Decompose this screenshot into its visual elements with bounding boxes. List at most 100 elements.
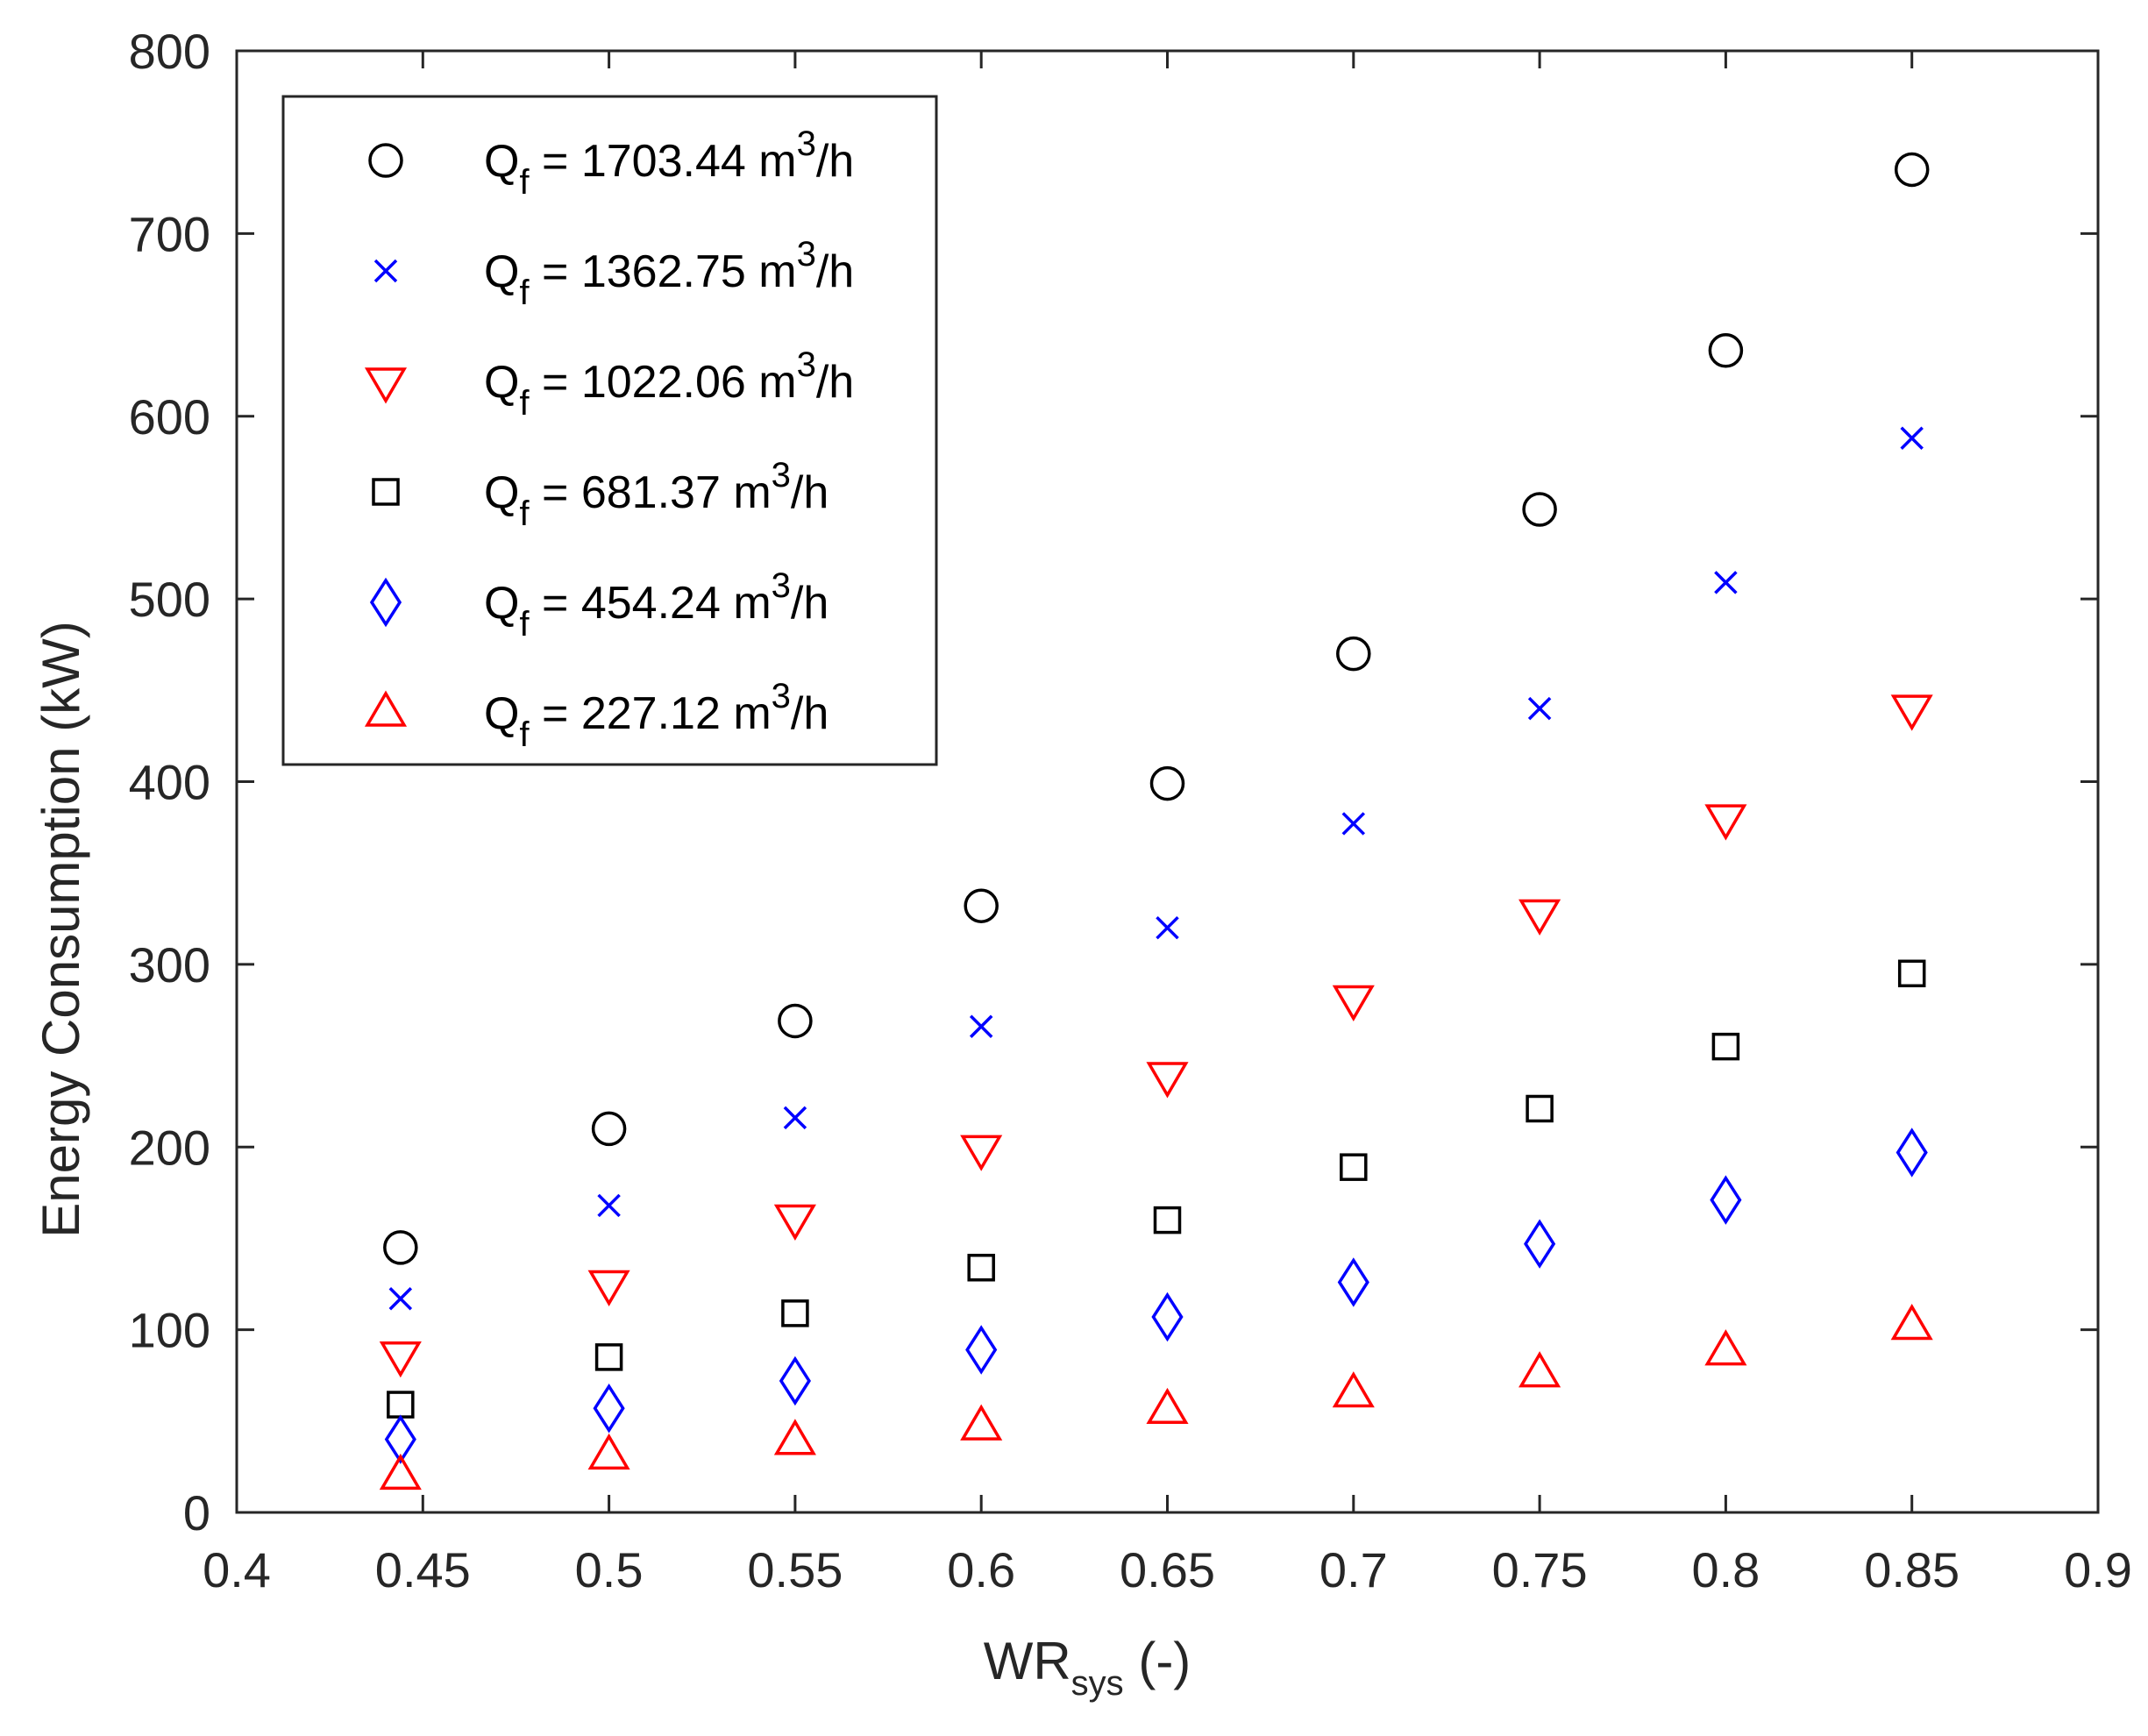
y-axis-title: Energy Consumption (kW): [32, 621, 90, 1238]
legend-item: Qf = 227.12 m3/h: [364, 677, 829, 754]
data-point: [1340, 1153, 1368, 1181]
x-tick-label: 0.75: [1492, 1542, 1588, 1597]
legend-box: [281, 95, 938, 766]
data-point: [1519, 899, 1561, 936]
data-point: [964, 888, 999, 923]
data-point: [1711, 1032, 1740, 1061]
data-point: [1156, 915, 1179, 940]
data-point: [1894, 152, 1930, 188]
data-point: [1714, 571, 1738, 594]
data-point: [1708, 332, 1744, 368]
data-point: [773, 1204, 816, 1241]
data-markers: [379, 152, 1933, 1491]
data-point: [778, 1003, 813, 1039]
legend-label: Qf = 1022.06 m3/h: [484, 345, 854, 423]
legend-marker: [373, 259, 398, 283]
x-tick-label: 0.45: [375, 1542, 471, 1597]
legend-item: Qf = 454.24 m3/h: [369, 566, 829, 644]
x-tick-label: 0.55: [747, 1542, 843, 1597]
x-tick-label: 0.65: [1120, 1542, 1215, 1597]
x-axis-title-suffix: (-): [1124, 1632, 1191, 1690]
legend-label: Qf = 1362.75 m3/h: [484, 235, 854, 312]
legend-marker: [364, 690, 408, 727]
x-tick-label: 0.85: [1864, 1542, 1960, 1597]
data-point: [1900, 426, 1924, 450]
data-point: [587, 1270, 630, 1307]
legend-label: Qf = 1703.44 m3/h: [484, 125, 854, 202]
y-tick-label: 600: [129, 389, 210, 445]
data-point: [597, 1193, 621, 1218]
legend-label: Qf = 227.12 m3/h: [484, 677, 829, 754]
data-point: [1890, 1303, 1933, 1341]
data-point: [965, 1325, 998, 1375]
data-point: [1890, 694, 1933, 731]
data-point: [1704, 804, 1747, 841]
series-454.24: [384, 1128, 1928, 1464]
data-point: [384, 1414, 416, 1464]
y-tick-label: 700: [129, 206, 210, 261]
x-axis-title: WRsys (-): [984, 1632, 1191, 1703]
series-1022.06: [379, 694, 1933, 1378]
y-axis: 0 100 200 300 400 500 600 700 800: [129, 24, 2098, 1540]
data-point: [1527, 696, 1552, 721]
y-tick-label: 300: [129, 937, 210, 993]
data-point: [1337, 1257, 1369, 1307]
data-point: [1896, 1128, 1928, 1177]
legend-label: Qf = 454.24 m3/h: [484, 566, 829, 644]
data-point: [783, 1106, 807, 1130]
legend-marker: [372, 478, 400, 506]
data-point: [1332, 1371, 1375, 1408]
data-point: [1153, 1206, 1182, 1234]
data-point: [1146, 1387, 1189, 1425]
data-point: [1526, 1094, 1554, 1123]
data-point: [781, 1299, 809, 1327]
x-axis-title-main: WR: [984, 1632, 1071, 1690]
data-point: [967, 1254, 995, 1282]
x-tick-label: 0.7: [1319, 1542, 1388, 1597]
data-point: [1146, 1062, 1189, 1099]
y-tick-label: 100: [129, 1303, 210, 1358]
legend-item: Qf = 681.37 m3/h: [372, 456, 829, 533]
x-tick-label: 0.6: [947, 1542, 1015, 1597]
data-point: [960, 1404, 1003, 1441]
data-point: [379, 1453, 422, 1491]
data-point: [1522, 492, 1557, 527]
data-point: [593, 1383, 625, 1434]
legend-marker: [368, 143, 403, 178]
data-point: [1524, 1219, 1556, 1269]
series-1703.44: [383, 152, 1930, 1265]
legend: Qf = 1703.44 m3/h Qf = 1362.75 m3/h Qf = 1…: [281, 95, 938, 766]
y-tick-label: 400: [129, 755, 210, 810]
y-tick-label: 800: [129, 24, 210, 79]
data-point: [969, 1014, 993, 1038]
data-point: [1332, 985, 1375, 1021]
data-point: [960, 1135, 1003, 1171]
data-point: [773, 1419, 816, 1455]
legend-item: Qf = 1022.06 m3/h: [364, 345, 854, 423]
data-point: [383, 1230, 418, 1265]
x-tick-label: 0.9: [2064, 1542, 2132, 1597]
data-point: [1336, 636, 1371, 672]
legend-item: Qf = 1703.44 m3/h: [368, 125, 854, 202]
data-point: [388, 1286, 413, 1311]
data-point: [1897, 959, 1926, 988]
series-1362.75: [388, 426, 1924, 1311]
data-point: [1704, 1329, 1747, 1366]
data-point: [587, 1433, 630, 1470]
data-point: [1341, 812, 1366, 836]
data-point: [1149, 765, 1185, 801]
x-tick-label: 0.5: [575, 1542, 644, 1597]
data-point: [1519, 1351, 1561, 1388]
series-227.12: [379, 1303, 1933, 1491]
x-tick-label: 0.8: [1691, 1542, 1760, 1597]
legend-item: Qf = 1362.75 m3/h: [373, 235, 854, 312]
legend-marker: [369, 577, 402, 628]
data-point: [379, 1341, 422, 1378]
y-tick-label: 500: [129, 572, 210, 627]
series-681.37: [387, 959, 1926, 1419]
legend-marker: [364, 367, 408, 404]
y-tick-label: 0: [183, 1485, 210, 1540]
legend-label: Qf = 681.37 m3/h: [484, 456, 829, 533]
x-tick-label: 0.4: [203, 1542, 271, 1597]
